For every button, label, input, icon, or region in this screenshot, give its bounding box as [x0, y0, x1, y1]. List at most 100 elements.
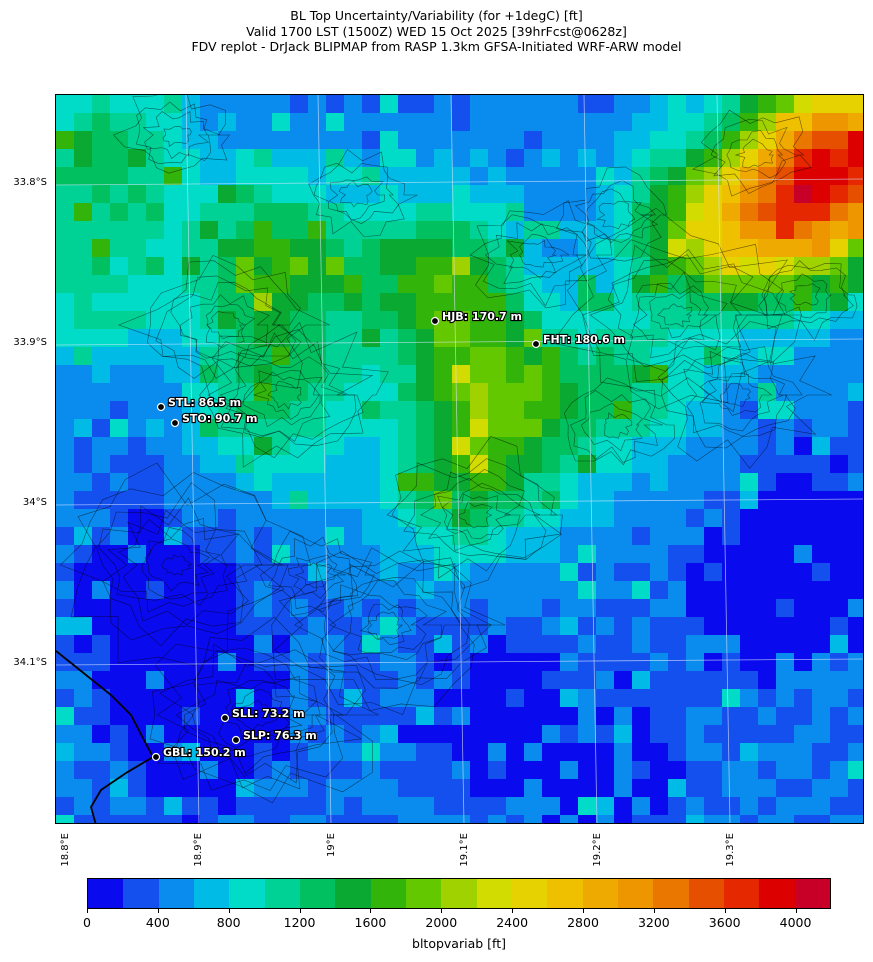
- field-cell: [470, 167, 489, 186]
- field-cell: [74, 473, 93, 492]
- field-cell: [254, 365, 273, 384]
- field-cell: [164, 779, 183, 798]
- field-cell: [524, 311, 543, 330]
- field-cell: [650, 311, 669, 330]
- field-cell: [704, 221, 723, 240]
- station-gbl[interactable]: GBL: 150.2 m: [151, 745, 247, 762]
- station-marker[interactable]: [170, 418, 180, 428]
- field-cell: [398, 725, 417, 744]
- field-cell: [488, 743, 507, 762]
- field-cell: [542, 797, 561, 816]
- field-cell: [110, 599, 129, 618]
- field-cell: [92, 185, 111, 204]
- field-cell: [686, 725, 705, 744]
- field-cell: [398, 347, 417, 366]
- field-cell: [92, 203, 111, 222]
- field-cell: [686, 401, 705, 420]
- field-cell: [416, 473, 435, 492]
- field-cell: [146, 221, 165, 240]
- field-cell: [236, 113, 255, 132]
- field-cell: [794, 185, 813, 204]
- field-cell: [776, 473, 795, 492]
- station-stl[interactable]: STL: 86.5 m: [156, 395, 242, 412]
- field-cell: [380, 725, 399, 744]
- station-fht[interactable]: FHT: 180.6 m: [531, 332, 626, 349]
- field-cell: [596, 167, 615, 186]
- field-cell: [272, 725, 291, 744]
- station-hjb[interactable]: HJB: 170.7 m: [430, 309, 523, 326]
- contour-line: [162, 126, 192, 147]
- field-cell: [506, 563, 525, 582]
- field-cell: [578, 563, 597, 582]
- field-cell: [146, 509, 165, 528]
- field-cell: [650, 131, 669, 150]
- field-cell: [830, 185, 849, 204]
- field-cell: [812, 581, 831, 600]
- field-cell: [218, 257, 237, 276]
- field-cell: [218, 185, 237, 204]
- field-cell: [560, 257, 579, 276]
- field-cell: [488, 113, 507, 132]
- field-cell: [740, 401, 759, 420]
- station-sll[interactable]: SLL: 73.2 m: [220, 706, 306, 723]
- field-cell: [146, 797, 165, 816]
- field-cell: [686, 455, 705, 474]
- field-cell: [632, 617, 651, 636]
- station-marker[interactable]: [430, 316, 440, 326]
- field-cell: [848, 365, 863, 384]
- field-cell: [542, 581, 561, 600]
- field-cell: [488, 779, 507, 798]
- field-cell: [560, 419, 579, 438]
- field-cell: [506, 329, 525, 348]
- map-panel[interactable]: HJB: 170.7 m FHT: 180.6 m STL: 86.5 m STO: …: [55, 94, 864, 824]
- field-cell: [344, 815, 363, 823]
- field-cell: [686, 329, 705, 348]
- field-cell: [830, 437, 849, 456]
- station-marker[interactable]: [220, 713, 230, 723]
- field-cell: [758, 563, 777, 582]
- contour-line: [260, 530, 375, 617]
- field-cell: [614, 653, 633, 672]
- field-cell: [686, 95, 705, 114]
- station-marker[interactable]: [531, 339, 541, 349]
- colorbar-swatch: [547, 879, 583, 908]
- field-cell: [758, 635, 777, 654]
- field-cell: [218, 167, 237, 186]
- field-cell: [110, 707, 129, 726]
- field-cell: [308, 113, 327, 132]
- field-cell: [344, 455, 363, 474]
- field-cell: [362, 293, 381, 312]
- station-slp[interactable]: SLP: 76.3 m: [231, 728, 318, 745]
- field-cell: [326, 617, 345, 636]
- field-cell: [110, 185, 129, 204]
- map-canvas[interactable]: HJB: 170.7 m FHT: 180.6 m STL: 86.5 mSTO: …: [56, 95, 864, 824]
- field-cell: [596, 581, 615, 600]
- field-cell: [164, 185, 183, 204]
- field-cell: [362, 455, 381, 474]
- station-marker[interactable]: [156, 402, 166, 412]
- field-cell: [830, 797, 849, 816]
- field-cell: [776, 455, 795, 474]
- field-cell: [632, 707, 651, 726]
- colorbar-swatch: [299, 879, 336, 908]
- station-sto[interactable]: STO: 90.7 m: [170, 411, 259, 428]
- field-cell: [74, 347, 93, 366]
- field-cell: [110, 779, 129, 798]
- field-cell: [272, 797, 291, 816]
- lat-line-33-8: [56, 178, 863, 186]
- field-cell: [578, 815, 597, 823]
- field-cell: [614, 275, 633, 294]
- field-cell: [164, 473, 183, 492]
- field-cell: [344, 563, 363, 582]
- field-cell: [848, 617, 863, 636]
- field-cell: [506, 779, 525, 798]
- station-marker[interactable]: [231, 735, 241, 745]
- field-cell: [524, 275, 543, 294]
- field-cell: [686, 797, 705, 816]
- field-cell: [56, 437, 75, 456]
- field-cell: [740, 545, 759, 564]
- field-cell: [236, 797, 255, 816]
- station-marker[interactable]: [151, 752, 161, 762]
- field-cell: [578, 797, 597, 816]
- field-cell: [416, 527, 435, 546]
